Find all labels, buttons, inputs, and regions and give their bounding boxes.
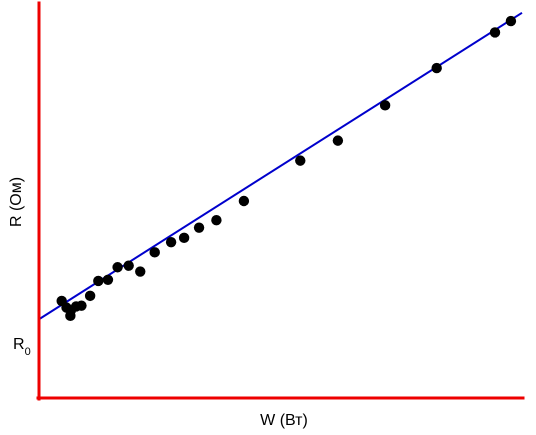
data-point xyxy=(238,195,250,207)
data-point xyxy=(211,215,222,226)
data-point xyxy=(332,135,344,146)
axes-layer xyxy=(36,1,525,401)
intercept-label: R0 xyxy=(13,336,31,358)
data-point xyxy=(295,155,306,166)
fit-line-layer xyxy=(39,11,523,320)
data-point xyxy=(193,222,205,233)
x-axis-label: W (Вт) xyxy=(260,412,308,429)
data-points-layer xyxy=(56,15,517,322)
fit-line xyxy=(39,11,523,320)
data-point xyxy=(84,290,96,302)
data-point xyxy=(93,275,104,287)
y-axis-label: R (Ом) xyxy=(8,177,25,227)
data-point xyxy=(76,300,87,311)
intercept-label-base: R xyxy=(13,336,25,353)
data-point xyxy=(505,15,517,27)
data-point xyxy=(165,236,177,248)
data-point xyxy=(135,266,146,277)
data-point xyxy=(489,27,501,38)
data-point xyxy=(178,232,190,244)
data-point xyxy=(102,274,114,285)
data-point xyxy=(112,262,123,273)
data-point xyxy=(379,100,391,111)
data-point xyxy=(123,260,134,271)
intercept-label-subscript: 0 xyxy=(25,346,31,358)
data-point xyxy=(431,62,442,74)
data-point xyxy=(149,247,160,258)
